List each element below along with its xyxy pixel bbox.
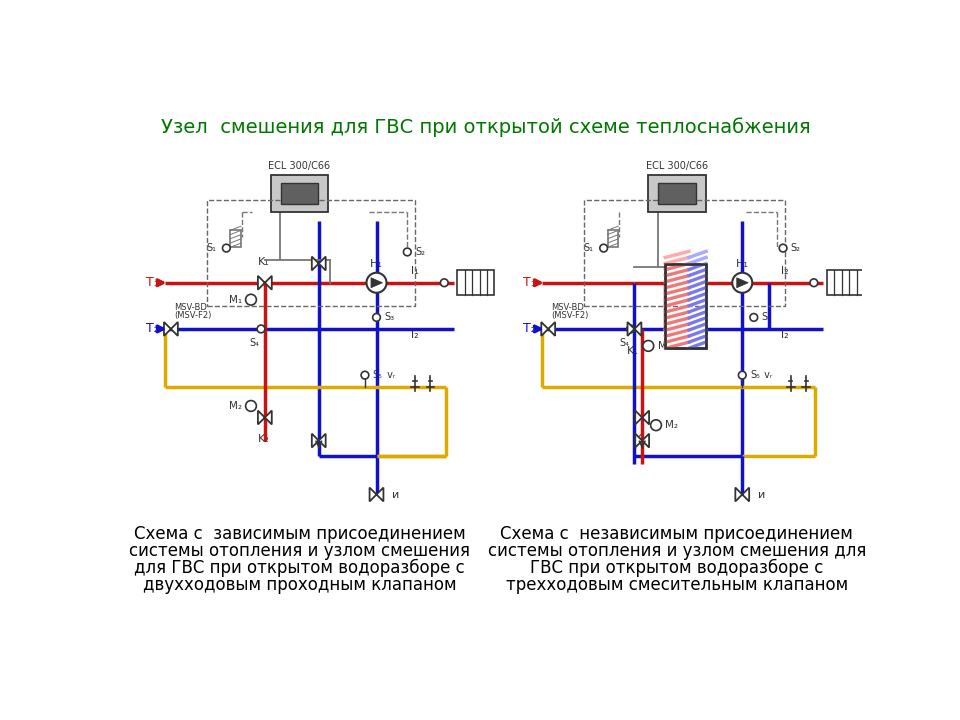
Text: M₂: M₂ — [228, 401, 242, 411]
Text: ECL 300/C66: ECL 300/C66 — [269, 161, 330, 171]
Polygon shape — [541, 322, 555, 336]
Text: MSV-BD: MSV-BD — [551, 302, 585, 312]
Text: ECL 300/C66: ECL 300/C66 — [646, 161, 708, 171]
Text: K₁: K₁ — [257, 257, 269, 267]
Bar — [230, 230, 241, 248]
Text: S₄: S₄ — [250, 338, 260, 348]
Text: K₁: K₁ — [627, 346, 638, 356]
Bar — [827, 271, 864, 295]
Text: трехходовым смесительным клапаном: трехходовым смесительным клапаном — [506, 576, 848, 594]
Polygon shape — [164, 322, 178, 336]
Text: T₁: T₁ — [523, 276, 536, 289]
Bar — [207, 200, 415, 306]
Polygon shape — [628, 322, 641, 336]
Circle shape — [246, 400, 256, 411]
Circle shape — [750, 313, 757, 321]
Text: l₂: l₂ — [780, 266, 788, 276]
Circle shape — [651, 420, 661, 431]
Circle shape — [403, 248, 411, 256]
Circle shape — [246, 294, 256, 305]
Text: H₁: H₁ — [370, 259, 383, 269]
Circle shape — [223, 244, 230, 252]
Text: системы отопления и узлом смешения: системы отопления и узлом смешения — [129, 542, 470, 560]
Text: для ГВС при открытом водоразборе с: для ГВС при открытом водоразборе с — [134, 559, 465, 577]
Bar — [648, 175, 706, 212]
Text: системы отопления и узлом смешения для: системы отопления и узлом смешения для — [488, 542, 866, 560]
Circle shape — [732, 273, 753, 293]
Text: S₃: S₃ — [761, 312, 772, 323]
Text: T₂: T₂ — [146, 323, 158, 336]
Text: S₁: S₁ — [206, 243, 216, 253]
Circle shape — [257, 325, 265, 333]
Text: Схема с  зависимым присоединением: Схема с зависимым присоединением — [133, 526, 466, 544]
Text: vᵣ: vᵣ — [761, 370, 773, 380]
Bar — [665, 264, 706, 348]
Bar — [658, 184, 696, 204]
Text: MSV-BD: MSV-BD — [174, 302, 206, 312]
Text: S₂: S₂ — [791, 243, 801, 253]
Text: S₄: S₄ — [619, 338, 630, 348]
Circle shape — [367, 273, 387, 293]
Bar — [665, 264, 706, 348]
Polygon shape — [735, 487, 749, 501]
Text: K₂: K₂ — [257, 434, 269, 444]
Bar — [457, 271, 494, 295]
Bar — [271, 175, 328, 212]
Polygon shape — [312, 256, 325, 271]
Polygon shape — [636, 410, 649, 424]
Polygon shape — [636, 433, 649, 448]
Polygon shape — [258, 410, 272, 424]
Text: vᵣ: vᵣ — [384, 370, 396, 380]
Text: и: и — [392, 490, 399, 500]
Text: Узел  смешения для ГВС при открытой схеме теплоснабжения: Узел смешения для ГВС при открытой схеме… — [161, 117, 810, 137]
Text: H₁: H₁ — [735, 259, 749, 269]
Circle shape — [361, 372, 369, 379]
Circle shape — [372, 313, 380, 321]
Circle shape — [441, 279, 448, 287]
Polygon shape — [371, 278, 382, 288]
Polygon shape — [736, 278, 748, 288]
Circle shape — [810, 279, 818, 287]
Text: M₁: M₁ — [228, 294, 242, 305]
Text: l₁: l₁ — [411, 266, 419, 276]
Bar — [280, 184, 319, 204]
Circle shape — [738, 372, 746, 379]
Text: K₂: K₂ — [635, 434, 646, 444]
Bar — [608, 230, 618, 248]
Text: M₂: M₂ — [665, 420, 679, 430]
Circle shape — [600, 244, 608, 252]
Text: T₁: T₁ — [146, 276, 158, 289]
Text: и: и — [757, 490, 765, 500]
Text: ГВС при открытом водоразборе с: ГВС при открытом водоразборе с — [530, 559, 824, 577]
Text: T₂: T₂ — [523, 323, 536, 336]
Text: Схема с  независимым присоединением: Схема с независимым присоединением — [500, 526, 853, 544]
Text: S₃: S₃ — [384, 312, 395, 323]
Text: M₁: M₁ — [658, 341, 671, 351]
Circle shape — [643, 341, 654, 351]
Text: l₂: l₂ — [780, 330, 788, 340]
Text: S₂: S₂ — [415, 247, 425, 257]
Text: (MSV-F2): (MSV-F2) — [174, 311, 211, 320]
Text: (MSV-F2): (MSV-F2) — [551, 311, 588, 320]
Text: S₁: S₁ — [584, 243, 593, 253]
Polygon shape — [258, 276, 272, 289]
Polygon shape — [370, 487, 383, 501]
Circle shape — [627, 325, 635, 333]
Text: S₅: S₅ — [750, 370, 759, 380]
Text: l₂: l₂ — [411, 330, 419, 340]
Text: S₅: S₅ — [372, 370, 382, 380]
Bar — [585, 200, 784, 306]
Text: двухходовым проходным клапаном: двухходовым проходным клапаном — [143, 576, 456, 594]
Polygon shape — [312, 433, 325, 448]
Circle shape — [780, 244, 787, 252]
